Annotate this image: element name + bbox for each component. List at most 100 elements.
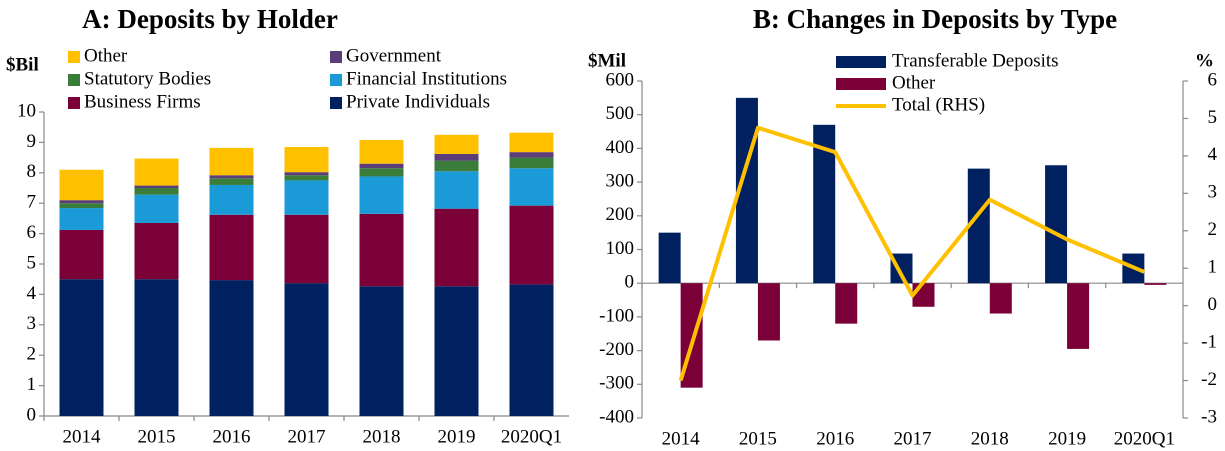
bar-segment [134, 279, 179, 416]
y-tick-label: 400 [606, 137, 635, 158]
x-tick-label: 2017 [288, 426, 326, 447]
bar-segment [359, 176, 404, 214]
y2-tick-label: 5 [1208, 107, 1218, 128]
y2-axis-label: % [1195, 50, 1214, 71]
legend-swatch [836, 56, 886, 68]
bar-segment [134, 222, 179, 280]
bar [757, 283, 780, 341]
y-tick-label: 200 [606, 204, 635, 225]
bar-segment [134, 194, 179, 223]
y-tick-label: 6 [27, 222, 37, 243]
x-tick-label: 2020Q1 [1114, 428, 1175, 449]
chart-title: B: Changes in Deposits by Type [753, 4, 1117, 34]
bar-segment [59, 203, 104, 209]
legend-label: Other [892, 72, 936, 93]
bar [1067, 283, 1090, 349]
bar [835, 283, 858, 324]
y-tick-label: 3 [27, 313, 37, 334]
x-tick-label: 2019 [1048, 428, 1086, 449]
legend-label: Government [346, 45, 442, 66]
x-tick-label: 2016 [816, 428, 854, 449]
y2-tick-label: 1 [1208, 257, 1218, 278]
x-tick-label: 2019 [438, 426, 476, 447]
y-tick-label: 600 [606, 69, 635, 90]
bar-segment [509, 157, 554, 169]
y-tick-label: -100 [599, 305, 634, 326]
bar-segment [209, 214, 254, 281]
y-tick-label: 0 [27, 404, 37, 425]
bar-segment [59, 200, 104, 204]
x-tick-label: 2017 [894, 428, 932, 449]
bar-segment [59, 279, 104, 416]
bar-segment [284, 180, 329, 215]
chart-title: A: Deposits by Holder [82, 4, 338, 34]
bar [967, 168, 990, 284]
y2-tick-label: 0 [1208, 294, 1218, 315]
y-tick-label: -200 [599, 339, 634, 360]
y-tick-label: 7 [27, 192, 37, 213]
y-tick-label: 1 [27, 374, 37, 395]
bar-segment [509, 132, 554, 153]
bar [1045, 165, 1068, 284]
legend-label: Other [84, 45, 128, 66]
legend-swatch [68, 51, 80, 63]
y-tick-label: 10 [17, 100, 36, 121]
y-tick-label: 8 [27, 161, 37, 182]
bar-segment [359, 139, 404, 164]
bar-segment [434, 134, 479, 154]
bar-segment [434, 208, 479, 287]
x-tick-label: 2014 [63, 426, 102, 447]
y-tick-label: 0 [625, 272, 635, 293]
y-tick-label: 5 [27, 252, 37, 273]
bar-segment [509, 152, 554, 158]
bar-segment [434, 160, 479, 172]
bar-segment [59, 229, 104, 280]
bar-segment [359, 163, 404, 169]
bar-segment [134, 188, 179, 195]
bar-segment [434, 286, 479, 416]
legend-label: Financial Institutions [346, 68, 507, 89]
y2-tick-label: 4 [1208, 144, 1218, 165]
legend-swatch [330, 74, 342, 86]
legend-label: Total (RHS) [892, 94, 985, 115]
bar-segment [59, 169, 104, 201]
bar-segment [284, 283, 329, 416]
x-tick-label: 2018 [971, 428, 1009, 449]
bar-segment [209, 178, 254, 185]
y-tick-label: -400 [599, 406, 634, 427]
legend-label: Private Individuals [346, 91, 490, 112]
x-tick-label: 2018 [363, 426, 401, 447]
bar-segment [284, 175, 329, 181]
legend-swatch [836, 78, 886, 90]
bar-segment [209, 147, 254, 176]
line [678, 125, 1146, 382]
legend-swatch [68, 74, 80, 86]
bar-segment [209, 184, 254, 215]
legend-swatch [68, 97, 80, 109]
y-tick-label: 300 [606, 170, 635, 191]
bar-segment [284, 172, 329, 176]
bar-segment [359, 168, 404, 177]
y2-tick-label: -1 [1201, 331, 1217, 352]
y2-tick-label: -3 [1201, 406, 1217, 427]
y-tick-label: 2 [27, 344, 37, 365]
y-tick-label: -300 [599, 373, 634, 394]
bar [989, 283, 1012, 314]
bar-segment [284, 214, 329, 284]
y2-tick-label: 6 [1208, 69, 1218, 90]
y-tick-label: 100 [606, 238, 635, 259]
bar-segment [509, 205, 554, 285]
bar-segment [434, 153, 479, 161]
y-tick-label: 500 [606, 103, 635, 124]
bar-segment [509, 168, 554, 206]
legend-label: Statutory Bodies [84, 68, 211, 89]
bar-segment [59, 208, 104, 230]
bar-segment [209, 175, 254, 179]
bar-segment [134, 158, 179, 186]
bar-segment [359, 286, 404, 416]
y2-tick-label: 2 [1208, 219, 1218, 240]
legend-swatch [330, 51, 342, 63]
x-tick-label: 2014 [662, 428, 701, 449]
bar-segment [359, 213, 404, 287]
